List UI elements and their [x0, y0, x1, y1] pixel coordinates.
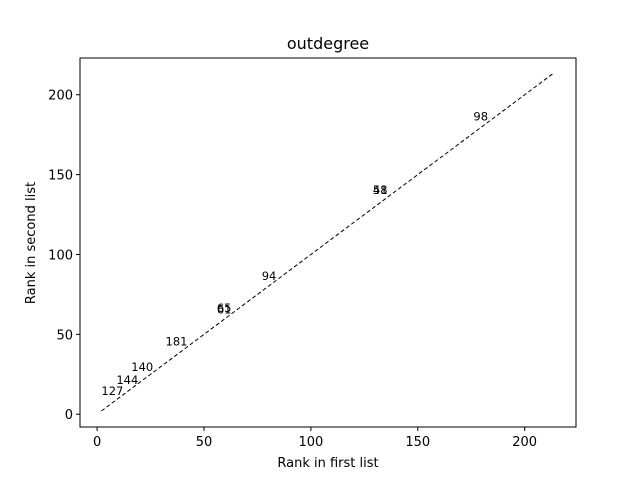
x-axis-ticks: 0 50 100 150 200 — [93, 427, 537, 450]
point-label: 58 — [373, 183, 388, 197]
y-tick-label: 150 — [48, 169, 73, 184]
point-label: 61 — [217, 303, 232, 317]
plot-area — [79, 57, 577, 428]
point-label: 41 — [373, 183, 388, 197]
point-label: 65 — [217, 301, 232, 315]
y-axis-ticks: 0 50 100 150 200 — [48, 89, 80, 423]
point-label: 140 — [131, 360, 153, 374]
y-tick-label: 50 — [56, 328, 73, 343]
x-tick-label: 50 — [196, 435, 213, 450]
x-tick-label: 150 — [405, 435, 430, 450]
point-label: 144 — [116, 373, 138, 387]
point-label: 127 — [101, 384, 123, 398]
point-label: 181 — [166, 335, 188, 349]
y-axis-label: Rank in second list — [24, 182, 39, 304]
x-tick-label: 0 — [93, 435, 101, 450]
chart-title: outdegree — [287, 34, 369, 53]
point-label: 94 — [262, 269, 277, 283]
y-tick-label: 200 — [48, 89, 73, 104]
point-label: 98 — [473, 109, 488, 123]
x-tick-label: 100 — [298, 435, 323, 450]
x-tick-label: 200 — [512, 435, 537, 450]
y-tick-label: 100 — [48, 248, 73, 263]
reference-line — [101, 73, 553, 412]
y-tick-label: 0 — [65, 408, 73, 423]
x-axis-label: Rank in first list — [277, 456, 378, 471]
